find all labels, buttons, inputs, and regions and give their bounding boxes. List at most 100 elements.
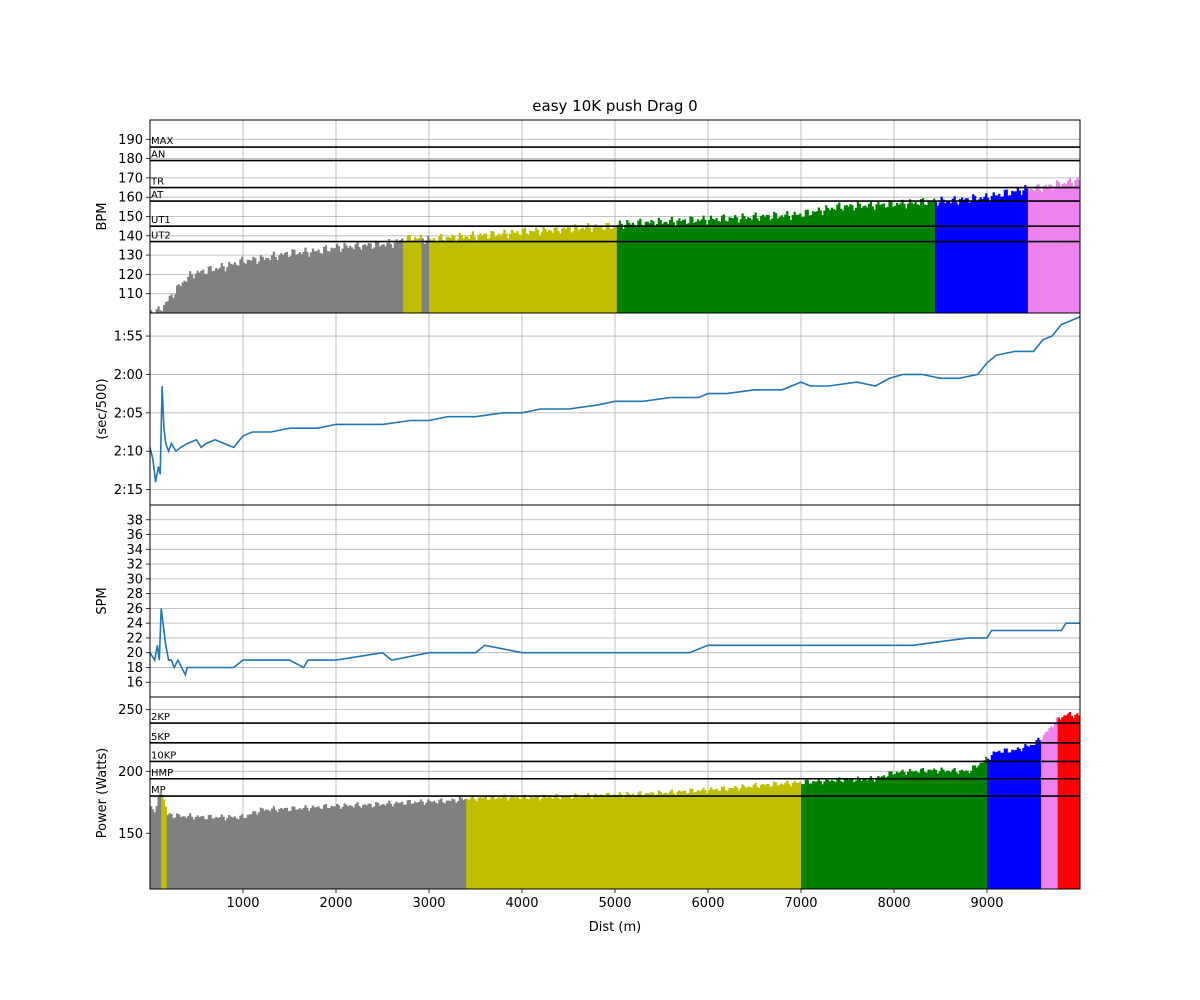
bar (369, 803, 372, 889)
bar (367, 803, 370, 889)
bar (332, 806, 335, 889)
bar (657, 790, 661, 889)
bar (665, 792, 668, 889)
bar (706, 224, 709, 313)
bar (907, 771, 910, 889)
bar (522, 228, 525, 313)
bar (592, 227, 595, 313)
bar (429, 801, 432, 889)
bar (207, 815, 210, 889)
bar (964, 770, 967, 889)
bar (373, 806, 376, 889)
bar (629, 795, 633, 889)
bar (533, 231, 536, 313)
bar (1059, 186, 1062, 313)
bar (423, 243, 426, 313)
bar (962, 771, 966, 889)
bar (259, 807, 262, 889)
bar (814, 781, 817, 889)
x-tick-label: 8000 (877, 896, 910, 911)
bar (739, 219, 742, 313)
bar (170, 294, 173, 313)
bar (1050, 185, 1053, 313)
bar (1068, 712, 1072, 889)
y-tick-label: 2:05 (114, 406, 143, 421)
bar (442, 802, 445, 889)
bar (644, 793, 648, 889)
bar (445, 237, 448, 313)
bar (858, 777, 861, 889)
bar (968, 773, 971, 889)
bar (806, 779, 809, 889)
bar (882, 775, 886, 889)
bar (806, 209, 809, 313)
bar (200, 270, 203, 313)
bar (1070, 183, 1073, 313)
bar (886, 206, 889, 313)
bar (231, 817, 235, 889)
bar (957, 204, 960, 313)
bar (983, 760, 986, 889)
bar (373, 247, 376, 313)
bar (942, 199, 945, 313)
bar (211, 818, 214, 889)
bar (628, 222, 631, 313)
bar (925, 205, 928, 313)
bar (574, 224, 577, 313)
bar (557, 797, 560, 889)
bar (933, 768, 936, 889)
bar (229, 816, 233, 889)
bar (568, 795, 571, 889)
bar (1039, 190, 1042, 313)
bar (495, 798, 499, 889)
bar (391, 247, 395, 313)
bar (1072, 185, 1075, 313)
bar (631, 793, 634, 889)
bar (248, 814, 251, 889)
bar (352, 249, 355, 313)
bar (380, 804, 383, 889)
bar (903, 203, 906, 313)
y-tick-label: 250 (118, 703, 143, 718)
bar (272, 806, 276, 889)
bar (801, 784, 804, 889)
bar (317, 806, 320, 889)
bar (430, 802, 434, 889)
bar (741, 784, 744, 889)
bar (732, 218, 735, 313)
bar (685, 793, 688, 889)
bar (440, 233, 443, 313)
bar (910, 202, 913, 313)
bar (771, 218, 774, 313)
bar (274, 809, 277, 889)
bar (176, 813, 179, 889)
bar (631, 222, 634, 313)
bar (479, 233, 482, 313)
bar (395, 239, 398, 313)
bar (163, 304, 166, 313)
bar (349, 245, 352, 313)
bar (970, 200, 973, 313)
bar (224, 271, 227, 313)
bar (313, 251, 316, 313)
bar (544, 796, 547, 889)
bar (235, 264, 238, 313)
y-tick-label: 130 (118, 249, 143, 264)
bar (322, 804, 326, 889)
bar (406, 800, 409, 889)
bar (721, 786, 724, 889)
bar (389, 244, 393, 313)
bar (529, 796, 532, 889)
bar (190, 816, 194, 889)
bar (786, 211, 789, 313)
bar (1018, 748, 1021, 889)
bar (261, 808, 264, 889)
bar (787, 783, 791, 889)
bar (598, 226, 601, 313)
bar (296, 809, 300, 889)
x-tick-label: 9000 (970, 896, 1003, 911)
bar (665, 221, 668, 313)
bar (912, 771, 915, 889)
bar (246, 259, 249, 313)
bar (549, 797, 553, 889)
